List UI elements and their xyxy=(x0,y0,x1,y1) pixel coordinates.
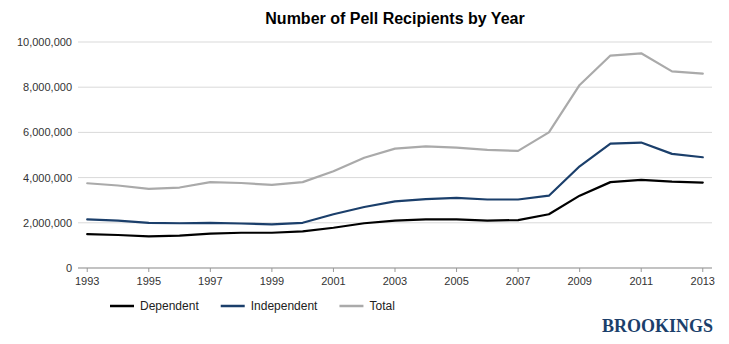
x-tick xyxy=(518,268,519,272)
x-tick xyxy=(210,268,211,272)
x-tick-label: 2009 xyxy=(567,275,591,287)
x-tick-label: 1997 xyxy=(198,275,222,287)
legend-swatch xyxy=(110,305,134,308)
x-tick-label: 2011 xyxy=(629,275,653,287)
x-axis: 1993 1995 1997 1999 2001 2003 2005 2007 2009 2011… xyxy=(75,268,715,287)
y-tick-label: 8,000,000 xyxy=(23,81,72,93)
x-tick-label: 1999 xyxy=(260,275,284,287)
x-tick-label: 1993 xyxy=(75,275,99,287)
legend-label: Dependent xyxy=(140,299,199,313)
legend-swatch xyxy=(221,305,245,308)
x-tick-label: 2003 xyxy=(383,275,407,287)
x-tick-label: 2005 xyxy=(444,275,468,287)
y-tick-label: 6,000,000 xyxy=(23,126,72,138)
x-tick-label: 1995 xyxy=(137,275,161,287)
series-line xyxy=(87,180,703,237)
title: Number of Pell Recipients by Year xyxy=(265,10,524,27)
y-tick-label: 0 xyxy=(66,262,72,274)
chart: Number of Pell Recipients by Year 0 2,000,… xyxy=(0,0,729,344)
annotation: BROOKINGS xyxy=(602,316,713,336)
x-tick xyxy=(148,268,149,272)
x-tick xyxy=(456,268,457,272)
y-tick-label: 4,000,000 xyxy=(23,172,72,184)
x-tick xyxy=(271,268,272,272)
legend-swatch xyxy=(339,305,363,308)
x-tick xyxy=(641,268,642,272)
y-tick-label: 2,000,000 xyxy=(23,217,72,229)
x-tick xyxy=(87,268,88,272)
plot-area xyxy=(87,53,703,236)
legend-label: Total xyxy=(369,299,394,313)
grid-line xyxy=(78,132,712,133)
x-tick-label: 2007 xyxy=(506,275,530,287)
x-tick-label: 2001 xyxy=(321,275,345,287)
x-tick-label: 2013 xyxy=(691,275,715,287)
grid-line xyxy=(78,87,712,88)
y-tick-label: 10,000,000 xyxy=(17,36,72,48)
y-axis: 0 2,000,000 4,000,000 6,000,000 8,000,000 10,… xyxy=(17,36,712,274)
x-tick xyxy=(333,268,334,272)
x-tick xyxy=(395,268,396,272)
x-tick xyxy=(702,268,703,272)
series-line xyxy=(87,53,703,189)
legend: Dependent Independent Total xyxy=(110,299,395,313)
x-tick xyxy=(579,268,580,272)
series-line xyxy=(87,143,703,225)
legend-label: Independent xyxy=(251,299,318,313)
grid-line xyxy=(78,42,712,43)
grid-line xyxy=(78,177,712,178)
